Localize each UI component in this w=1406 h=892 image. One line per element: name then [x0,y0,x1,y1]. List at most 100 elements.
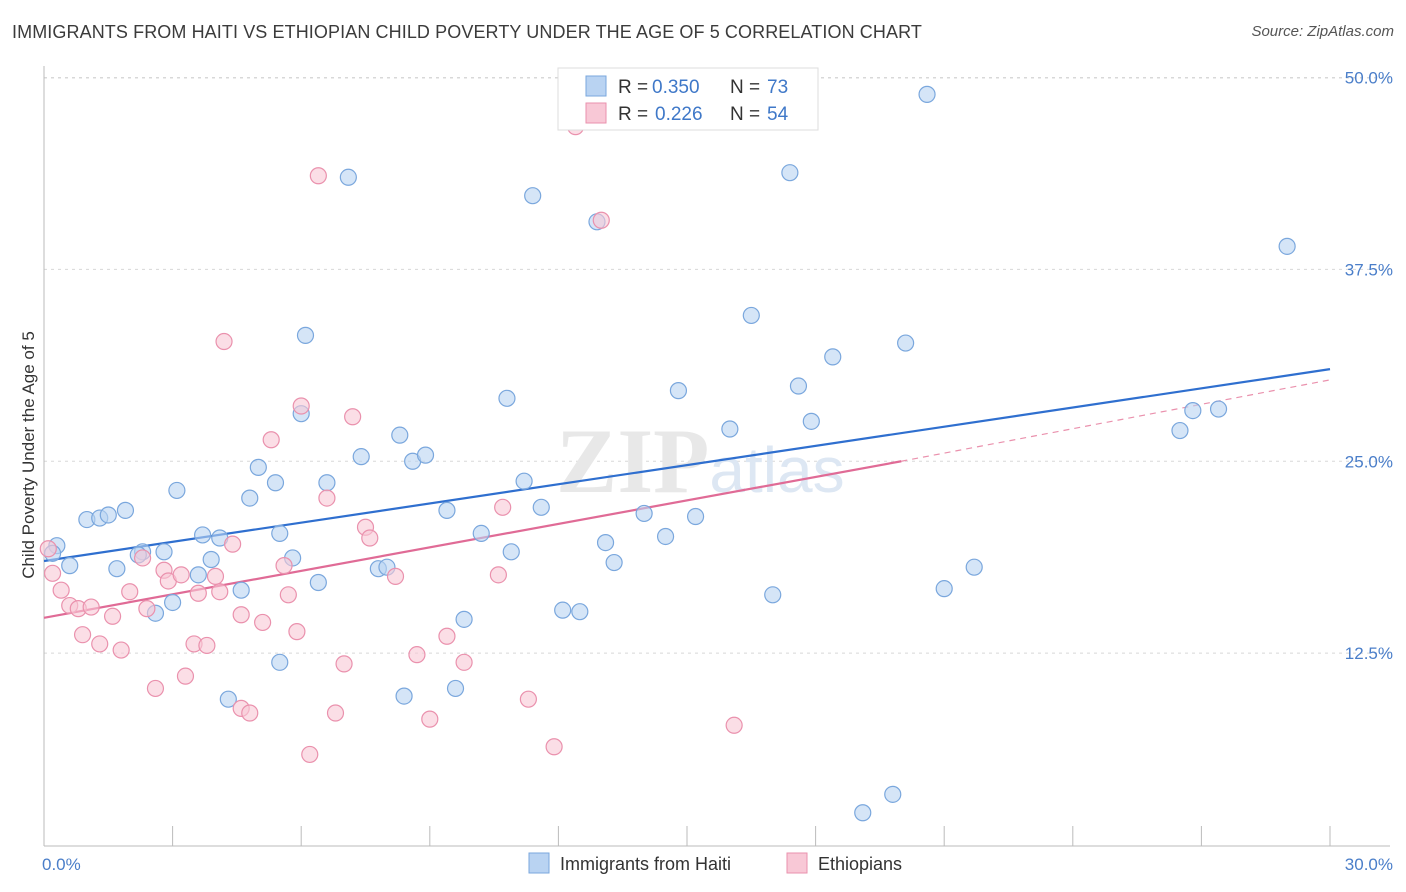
point-ethiopians [39,540,57,558]
point-haiti [472,524,490,542]
point-haiti [241,489,259,507]
point-haiti [669,382,688,400]
point-haiti [455,610,473,628]
point-haiti [391,426,409,444]
point-ethiopians [545,738,563,756]
y-tick-label: 50.0% [1345,69,1393,88]
point-haiti [202,550,220,569]
point-haiti [309,573,327,592]
trend-line-haiti [43,368,1331,563]
point-haiti [168,481,186,500]
point-haiti [232,581,250,599]
point-ethiopians [494,498,512,516]
legend-n-label-ethiopians: N = [730,104,760,125]
point-haiti [515,472,533,490]
point-haiti [249,458,267,476]
point-ethiopians [198,636,216,655]
point-ethiopians [361,529,379,547]
point-haiti [296,326,315,344]
point-haiti [164,593,182,612]
point-haiti [502,543,520,561]
point-ethiopians [232,606,250,624]
point-haiti [271,524,289,542]
point-haiti [108,560,126,578]
point-ethiopians [112,641,130,659]
point-haiti [764,586,782,604]
legend-r-label-ethiopians: R = [618,104,648,125]
legend-swatch-ethiopians [585,102,607,124]
point-ethiopians [288,623,306,641]
legend-swatch-haiti [585,75,607,97]
point-haiti [438,501,456,519]
point-ethiopians [326,704,345,722]
source-label: Source: ZipAtlas.com [1251,23,1394,40]
point-ethiopians [73,626,92,644]
point-haiti [352,448,370,466]
point-ethiopians [172,566,190,584]
point-ethiopians [455,653,473,671]
point-haiti [854,804,872,822]
point-haiti [781,164,799,182]
point-ethiopians [241,704,259,722]
bottom-legend-swatch-haiti [528,852,550,874]
point-haiti [99,506,117,524]
point-haiti [742,306,760,325]
point-haiti [935,580,953,598]
point-ethiopians [489,566,507,584]
point-ethiopians [408,646,426,664]
point-haiti [339,168,357,186]
point-haiti [918,85,936,103]
point-ethiopians [103,607,122,625]
y-tick-label: 37.5% [1345,260,1393,279]
point-haiti [1209,400,1228,418]
point-ethiopians [133,549,152,567]
point-haiti [155,543,173,561]
point-ethiopians [344,408,362,426]
point-haiti [824,348,842,366]
point-haiti [61,557,79,575]
point-ethiopians [421,710,439,728]
trend-lines [43,368,1331,619]
point-ethiopians [91,635,109,653]
point-ethiopians [438,627,456,645]
point-ethiopians [725,716,743,734]
point-ethiopians [121,583,139,601]
point-haiti [1278,237,1296,255]
point-haiti [802,412,820,430]
point-haiti [189,566,207,584]
x-tick-labels: 0.0% 30.0% [42,855,1393,874]
chart-title: IMMIGRANTS FROM HAITI VS ETHIOPIAN CHILD… [12,22,922,42]
watermark-zip: ZIP [556,410,709,512]
point-haiti [656,527,675,546]
point-ethiopians [52,581,70,599]
point-ethiopians [262,431,280,449]
point-haiti [524,187,542,205]
point-haiti [635,504,653,523]
point-ethiopians [279,586,297,604]
point-ethiopians [146,679,165,698]
point-haiti [1184,401,1202,420]
watermark: ZIPatlas [556,410,845,512]
point-ethiopians [176,667,195,685]
axes [43,66,1390,847]
point-haiti [897,334,915,352]
point-ethiopians [292,397,310,415]
x-tick-label-min: 0.0% [42,855,81,874]
top-legend: R = 0.350 N = 73 R = 0.226 N = 54 [557,67,819,131]
bottom-legend: Immigrants from Haiti Ethiopians [528,852,902,874]
point-haiti [318,474,336,492]
point-ethiopians [206,567,225,585]
legend-n-value-ethiopians: 54 [767,104,789,125]
point-haiti [554,601,572,619]
legend-r-value-haiti: 0.350 [652,77,700,98]
point-haiti [965,558,983,576]
point-ethiopians [211,583,229,601]
legend-r-label-haiti: R = [618,77,648,98]
point-haiti [884,785,902,803]
point-ethiopians [215,332,233,351]
point-haiti [498,389,516,407]
point-haiti [446,679,465,698]
point-haiti [416,446,435,464]
point-haiti [571,603,589,621]
